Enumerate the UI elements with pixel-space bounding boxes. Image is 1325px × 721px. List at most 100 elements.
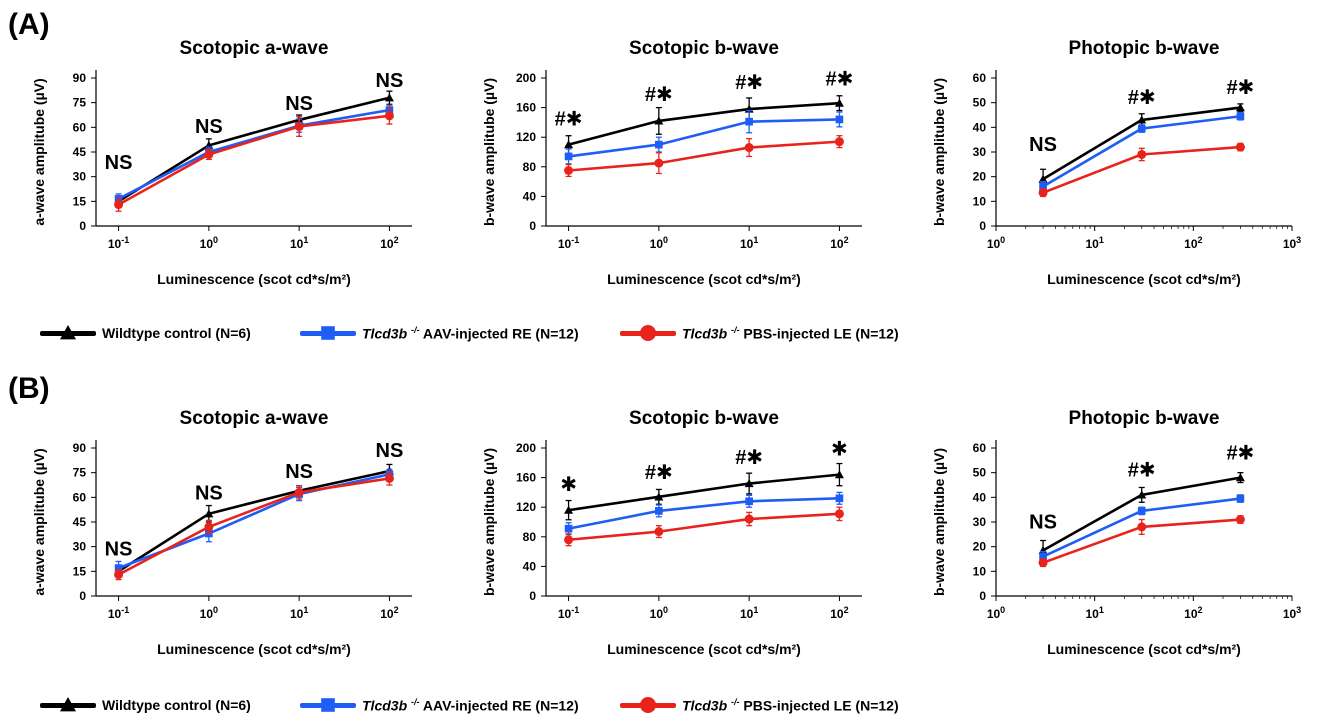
y-tick-label: 15 [73, 564, 87, 578]
x-tick-label: 103 [1283, 235, 1301, 251]
y-tick-label: 20 [973, 170, 987, 184]
y-tick-label: 60 [73, 120, 87, 134]
data-point [1236, 112, 1245, 121]
significance-annotation: #✱ [735, 447, 763, 469]
x-tick-label: 101 [740, 605, 758, 621]
significance-annotation: NS [1029, 511, 1057, 533]
data-point [835, 115, 844, 124]
data-point [834, 137, 844, 147]
significance-annotation: #✱ [645, 462, 673, 484]
x-tick-label: 100 [650, 235, 668, 251]
data-point [294, 487, 304, 497]
series-line [568, 140, 840, 172]
y-tick-label: 30 [73, 170, 87, 184]
x-tick-label: 100 [200, 235, 218, 251]
y-tick-label: 0 [529, 219, 536, 233]
y-tick-label: 60 [73, 490, 87, 504]
data-point [1235, 473, 1245, 482]
legend-label: Tlcd3b -/- AAV-injected RE (N=12) [362, 696, 579, 714]
chart-svg: Photopic b-wave 0 10 20 30 40 50 60 100 101 102 103… [931, 408, 1301, 657]
chart-title: Scotopic a-wave [180, 408, 329, 429]
square-legend-swatch [300, 323, 356, 343]
x-axis-label: Luminescence (scot cd*s/m²) [607, 641, 801, 657]
significance-annotation: #✱ [555, 108, 583, 130]
chart-svg: Scotopic b-wave 0 40 80 120 160 200 10-1 100 101 1… [481, 38, 862, 287]
y-tick-label: 75 [73, 466, 87, 480]
x-tick-label: 100 [200, 605, 218, 621]
x-tick-label: 10-1 [558, 235, 579, 251]
y-tick-label: 0 [529, 589, 536, 603]
y-tick-label: 30 [973, 515, 987, 529]
significance-annotation: ✱ [831, 438, 848, 460]
y-tick-label: 40 [523, 189, 537, 203]
data-point [564, 505, 574, 514]
y-tick-label: 50 [973, 466, 987, 480]
y-tick-label: 90 [73, 71, 87, 85]
y-tick-label: 75 [73, 96, 87, 110]
square-legend-swatch [300, 695, 356, 715]
chart-title: Scotopic b-wave [629, 408, 779, 429]
data-point [204, 522, 214, 532]
data-point [1137, 115, 1147, 124]
data-point [564, 524, 573, 533]
legend-label: Wildtype control (N=6) [102, 325, 251, 341]
chart-svg: Photopic b-wave 0 10 20 30 40 50 60 100 101 102 103… [931, 38, 1301, 287]
x-tick-label: 10-1 [108, 605, 129, 621]
y-tick-label: 0 [79, 219, 86, 233]
y-tick-label: 45 [73, 515, 87, 529]
y-tick-label: 160 [516, 101, 536, 115]
legend-a: Wildtype control (N=6) Tlcd3b -/- AAV-inj… [40, 320, 1040, 346]
x-tick-label: 100 [987, 605, 1005, 621]
x-tick-label: 102 [1184, 605, 1202, 621]
data-point [744, 143, 754, 153]
series-line [117, 114, 390, 206]
data-point [1235, 103, 1245, 112]
series-line [117, 469, 390, 573]
data-point [744, 514, 754, 524]
x-tick-label: 103 [1283, 605, 1301, 621]
data-point [564, 166, 574, 175]
data-point [204, 149, 214, 159]
data-point [655, 507, 663, 515]
legend-marker [60, 697, 76, 712]
data-point [1038, 188, 1048, 198]
y-tick-label: 30 [973, 145, 987, 159]
chart-svg: Scotopic a-wave 0 15 30 45 60 75 90 10-1 100 101 10… [31, 408, 412, 657]
data-point [564, 152, 573, 161]
data-point [384, 111, 394, 121]
chart-svg: Scotopic a-wave 0 15 30 45 60 75 90 10-1 100 101 10… [31, 38, 412, 287]
chart-title: Scotopic a-wave [180, 38, 329, 59]
data-point [114, 570, 124, 580]
significance-annotation: NS [105, 538, 133, 560]
y-tick-label: 200 [516, 441, 536, 455]
y-tick-label: 40 [973, 490, 987, 504]
x-tick-label: 10-1 [108, 235, 129, 251]
y-tick-label: 80 [523, 160, 537, 174]
data-point [1137, 507, 1146, 515]
y-tick-label: 120 [516, 500, 536, 514]
data-point [744, 479, 754, 488]
y-tick-label: 0 [979, 219, 986, 233]
legend-marker [640, 325, 656, 341]
y-tick-label: 10 [973, 564, 987, 578]
data-point [1235, 142, 1245, 152]
chart-a-scotopic-a-wave: Scotopic a-wave 0 15 30 45 60 75 90 10-1 100 101 10… [0, 30, 440, 310]
circle-legend-swatch [620, 323, 676, 343]
significance-annotation: NS [376, 440, 404, 462]
y-tick-label: 20 [973, 540, 987, 554]
significance-annotation: #✱ [735, 72, 763, 94]
data-point [1038, 174, 1048, 183]
data-point [834, 470, 844, 479]
data-point [1039, 182, 1047, 191]
significance-annotation: #✱ [1128, 87, 1156, 109]
data-point [1137, 522, 1147, 532]
x-axis-label: Luminescence (scot cd*s/m²) [1047, 271, 1241, 287]
significance-annotation: NS [1029, 134, 1057, 156]
x-tick-label: 101 [1085, 605, 1103, 621]
y-axis-label: b-wave amplitube (µV) [481, 78, 497, 226]
data-point [1236, 494, 1245, 503]
x-tick-label: 101 [740, 235, 758, 251]
panel-label-a: (A) [8, 8, 50, 41]
significance-annotation: NS [376, 70, 404, 92]
legend-marker [321, 698, 335, 712]
